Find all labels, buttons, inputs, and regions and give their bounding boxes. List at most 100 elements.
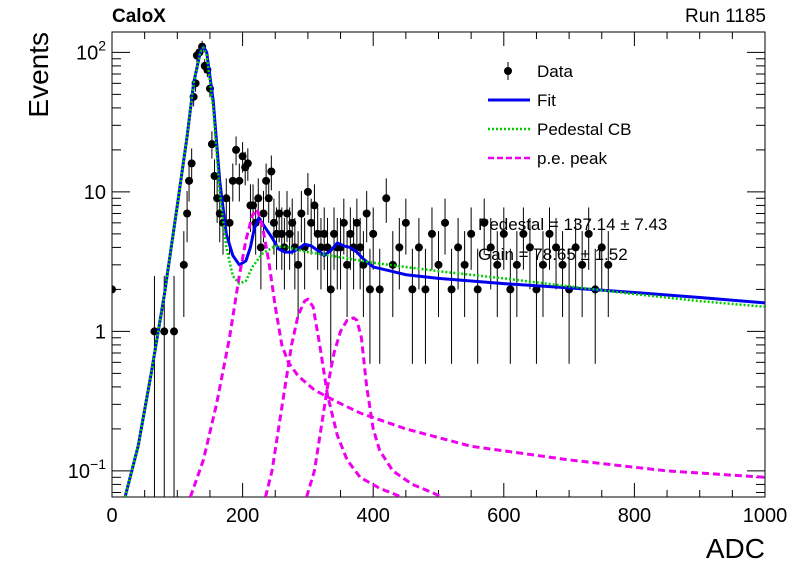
data-point xyxy=(597,217,606,290)
data-point xyxy=(313,207,322,270)
data-point xyxy=(408,248,417,364)
data-marker xyxy=(454,243,463,252)
data-marker xyxy=(297,209,306,218)
fit-annotation: Gain = 78.65 ± 1.52 xyxy=(478,245,628,264)
data-marker xyxy=(238,152,247,161)
y-tick-label: 102 xyxy=(76,37,106,64)
data-marker xyxy=(160,327,169,336)
data-point xyxy=(215,191,224,243)
data-marker xyxy=(441,218,450,227)
data-marker xyxy=(323,243,332,252)
data-point xyxy=(310,184,319,232)
data-point xyxy=(294,231,303,318)
data-marker xyxy=(414,243,423,252)
data-point xyxy=(243,148,252,181)
legend-marker xyxy=(504,67,512,75)
data-point xyxy=(401,198,410,255)
data-marker xyxy=(532,285,541,294)
data-point xyxy=(210,159,219,196)
data-marker xyxy=(506,285,515,294)
curve-p-e-peak xyxy=(264,297,400,497)
data-marker xyxy=(584,229,593,238)
experiment-label: CaloX xyxy=(112,6,166,27)
data-point xyxy=(480,198,489,255)
data-marker xyxy=(285,229,294,238)
data-point xyxy=(375,248,384,364)
data-marker xyxy=(185,176,194,185)
legend-entry: Fit xyxy=(488,91,556,110)
x-tick-label: 0 xyxy=(106,505,117,527)
data-marker xyxy=(352,218,361,227)
data-marker xyxy=(213,194,222,203)
legend-entry: Data xyxy=(504,62,573,81)
data-point xyxy=(414,217,423,290)
data-point xyxy=(267,155,276,191)
x-tick-label: 600 xyxy=(487,505,520,527)
data-marker xyxy=(460,260,469,269)
data-marker xyxy=(571,243,580,252)
legend-label: Fit xyxy=(537,91,556,110)
data-marker xyxy=(343,260,352,269)
data-point xyxy=(604,231,613,318)
data-marker xyxy=(604,260,613,269)
legend: Data Fit Pedestal CB p.e. peak xyxy=(488,62,632,168)
data-marker xyxy=(362,209,371,218)
data-marker xyxy=(493,260,502,269)
data-marker xyxy=(320,229,329,238)
data-marker xyxy=(264,194,273,203)
data-marker xyxy=(277,229,286,238)
data-point xyxy=(150,275,159,497)
data-point xyxy=(269,198,278,255)
data-point xyxy=(170,275,179,497)
data-marker xyxy=(578,260,587,269)
data-marker xyxy=(262,176,271,185)
data-marker xyxy=(249,201,258,210)
data-point xyxy=(235,163,244,202)
data-point xyxy=(187,148,196,181)
y-tick-label: 10−1 xyxy=(68,456,106,483)
data-marker xyxy=(269,218,278,227)
data-point xyxy=(359,231,368,318)
data-marker xyxy=(288,218,297,227)
data-marker xyxy=(365,285,374,294)
curve-fit xyxy=(123,45,765,497)
data-point xyxy=(232,136,241,166)
data-marker xyxy=(294,260,303,269)
data-point xyxy=(532,248,541,364)
data-marker xyxy=(346,229,355,238)
legend-entry: Pedestal CB xyxy=(488,120,632,139)
y-tick-label: 10 xyxy=(84,182,106,204)
data-marker xyxy=(558,260,567,269)
data-marker xyxy=(275,209,284,218)
data-point xyxy=(262,163,271,202)
data-marker xyxy=(222,194,231,203)
data-point xyxy=(388,231,397,318)
data-marker xyxy=(427,229,436,238)
data-marker xyxy=(395,243,404,252)
data-marker xyxy=(215,209,224,218)
data-point xyxy=(185,163,194,202)
data-marker xyxy=(225,218,234,227)
data-marker xyxy=(207,140,216,149)
data-point xyxy=(382,178,391,223)
data-point xyxy=(473,248,482,364)
data-marker xyxy=(467,229,476,238)
x-axis-title: ADC xyxy=(706,533,765,564)
data-marker xyxy=(330,229,339,238)
data-marker xyxy=(552,243,561,252)
data-point xyxy=(277,207,286,270)
data-point xyxy=(369,207,378,270)
data-marker xyxy=(359,260,368,269)
data-point xyxy=(493,231,502,318)
data-marker xyxy=(210,171,219,180)
data-marker xyxy=(256,243,265,252)
data-marker xyxy=(187,159,196,168)
data-point xyxy=(441,198,450,255)
data-point xyxy=(395,217,404,290)
legend-label: Data xyxy=(537,62,573,81)
data-marker xyxy=(538,260,547,269)
data-point xyxy=(427,207,436,270)
data-point xyxy=(330,207,339,270)
data-point xyxy=(303,172,312,215)
data-marker xyxy=(369,229,378,238)
